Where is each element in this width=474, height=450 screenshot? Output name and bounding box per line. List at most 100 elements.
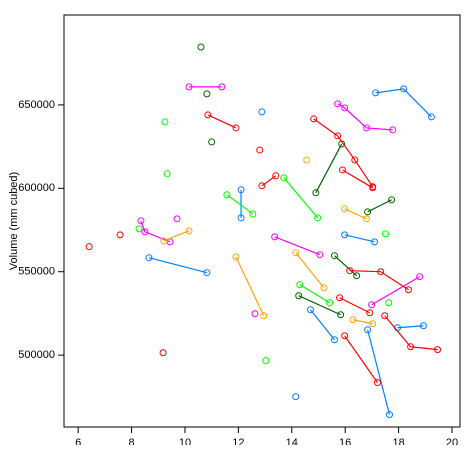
y-tick-label: 650000 (18, 99, 55, 111)
series-line (367, 329, 391, 415)
series-line (207, 114, 237, 129)
point (135, 225, 143, 233)
series-line (344, 335, 378, 383)
point (351, 156, 359, 164)
series-line (344, 234, 375, 243)
point (303, 156, 311, 164)
x-tick-label: 20 (446, 437, 458, 445)
point (262, 357, 270, 365)
point (316, 251, 324, 259)
point (363, 124, 371, 132)
y-tick-label: 600000 (18, 182, 55, 194)
series-line (384, 315, 438, 351)
point (218, 83, 226, 91)
point (85, 243, 93, 251)
point (141, 228, 149, 236)
point (197, 43, 205, 51)
series-line (344, 208, 367, 220)
point (260, 312, 268, 320)
series-line (283, 177, 319, 219)
series-line (334, 255, 358, 277)
point (389, 126, 397, 134)
point (208, 138, 216, 146)
point (371, 238, 379, 246)
point (434, 346, 442, 354)
point (377, 268, 385, 276)
point (386, 411, 394, 419)
point (388, 196, 396, 204)
point (163, 170, 171, 178)
point (204, 111, 212, 119)
point (372, 89, 380, 97)
series-line (226, 194, 254, 215)
point (334, 132, 342, 140)
point (203, 90, 211, 98)
point (346, 267, 354, 275)
point (306, 306, 314, 314)
point (381, 230, 389, 238)
series-line (313, 118, 374, 188)
point (137, 217, 145, 225)
x-tick-label: 18 (392, 437, 404, 445)
point (292, 249, 300, 257)
point (173, 215, 181, 223)
point (373, 379, 381, 387)
series-line (342, 169, 373, 189)
point (404, 286, 412, 294)
y-tick-label: 500000 (18, 349, 55, 361)
point (341, 332, 349, 340)
point (366, 309, 374, 317)
point (363, 215, 371, 223)
series-line (309, 309, 335, 341)
point (341, 104, 349, 112)
point (368, 301, 376, 309)
point (400, 85, 408, 93)
point (336, 294, 344, 302)
series-line (349, 270, 409, 291)
series-line (315, 143, 343, 194)
series-line (163, 230, 190, 242)
point (314, 214, 322, 222)
series-line (337, 103, 393, 131)
series-line (299, 284, 331, 304)
series-line (298, 295, 341, 316)
point (341, 231, 349, 239)
point (364, 326, 372, 334)
point (271, 233, 279, 241)
point (159, 349, 167, 357)
point (116, 231, 124, 239)
series-line (367, 199, 392, 213)
series-line (148, 257, 208, 274)
point (203, 269, 211, 277)
point (258, 108, 266, 116)
point (364, 208, 372, 216)
x-tick-label: 6 (75, 437, 81, 445)
point (237, 186, 245, 194)
point (295, 292, 303, 300)
point (223, 191, 231, 199)
x-tick-label: 10 (179, 437, 191, 445)
series-line (295, 252, 325, 289)
point (296, 281, 304, 289)
point (337, 311, 345, 319)
series-line (397, 325, 424, 329)
point (249, 210, 257, 218)
point (320, 284, 328, 292)
point (185, 227, 193, 235)
point (280, 174, 288, 182)
point (237, 214, 245, 222)
point (232, 253, 240, 261)
series-line (375, 88, 432, 118)
point (330, 252, 338, 260)
plot-frame (63, 14, 461, 428)
point (341, 205, 349, 213)
x-tick-label: 16 (339, 437, 351, 445)
point (185, 83, 193, 91)
point (161, 118, 169, 126)
point (369, 320, 377, 328)
point (272, 172, 280, 180)
point (385, 299, 393, 307)
x-tick-label: 12 (232, 437, 244, 445)
point (258, 182, 266, 190)
x-tick-label: 14 (286, 437, 298, 445)
